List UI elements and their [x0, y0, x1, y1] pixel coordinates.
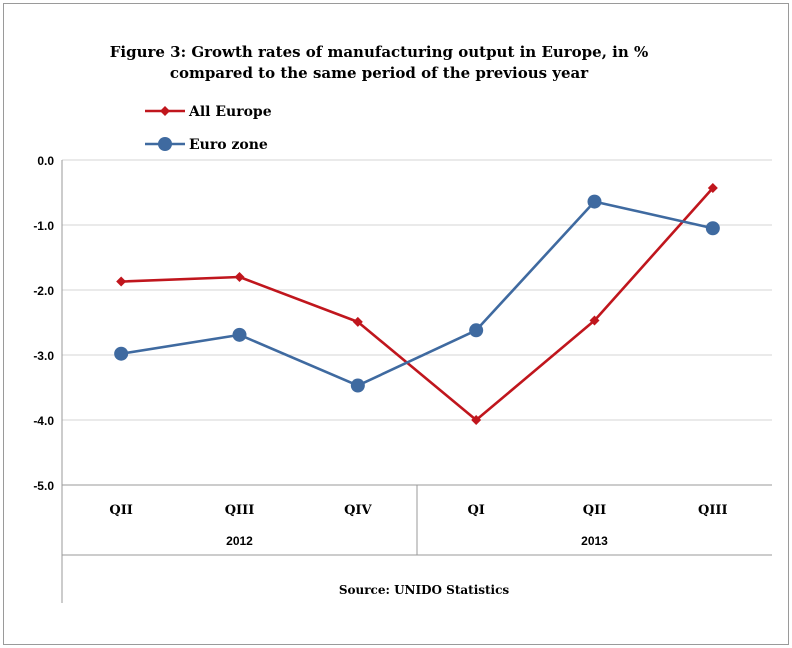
series-euro-zone	[114, 194, 720, 393]
x-tick-label: QII	[583, 503, 607, 518]
data-point	[707, 182, 718, 193]
line-chart: Figure 3: Growth rates of manufacturing …	[33, 43, 772, 603]
x-tick-label: QIII	[225, 503, 255, 518]
data-point	[469, 323, 484, 338]
chart-frame: Figure 3: Growth rates of manufacturing …	[3, 3, 789, 645]
legend-swatch-marker	[160, 106, 170, 116]
series-layer	[114, 182, 720, 425]
data-point	[352, 316, 363, 327]
y-tick-label: -4.0	[33, 414, 54, 428]
y-tick-label: -5.0	[33, 479, 54, 493]
data-point	[114, 346, 129, 361]
y-tick-label: -3.0	[33, 349, 54, 363]
legend-item: All Europe	[145, 104, 272, 120]
y-tick-label: -2.0	[33, 284, 54, 298]
x-tick-label: QIII	[698, 503, 728, 518]
legend-label: Euro zone	[189, 137, 268, 153]
data-point	[350, 378, 365, 393]
data-point	[234, 272, 245, 282]
chart-title: Figure 3: Growth rates of manufacturing …	[110, 43, 649, 61]
x-tick-label: QI	[467, 503, 484, 518]
y-tick-label: 0.0	[37, 154, 54, 168]
series-line	[120, 200, 714, 387]
legend-label: All Europe	[188, 104, 272, 120]
data-point	[705, 221, 720, 236]
grid	[62, 159, 772, 421]
data-point	[471, 415, 482, 425]
x-tick-label: QIV	[344, 503, 372, 518]
chart-subtitle: compared to the same period of the previ…	[170, 64, 589, 82]
legend-swatch-marker	[158, 137, 172, 151]
data-point	[589, 315, 600, 326]
series-all-europe	[116, 182, 718, 425]
axes: 0.0 -1.0 -2.0 -3.0 -4.0 -5.0 2012 2013 QII QIII QI…	[33, 154, 772, 603]
x-tick-label: QII	[109, 503, 133, 518]
series-line	[121, 187, 714, 422]
source-note: Source: UNIDO Statistics	[339, 583, 510, 597]
y-tick-label: -1.0	[33, 219, 54, 233]
data-point	[587, 194, 602, 209]
year-label: 2012	[226, 534, 253, 548]
data-point	[116, 276, 127, 287]
data-point	[232, 327, 247, 342]
legend-item: Euro zone	[145, 137, 268, 153]
year-label: 2013	[581, 534, 608, 548]
legend: All Europe Euro zone	[145, 104, 272, 153]
